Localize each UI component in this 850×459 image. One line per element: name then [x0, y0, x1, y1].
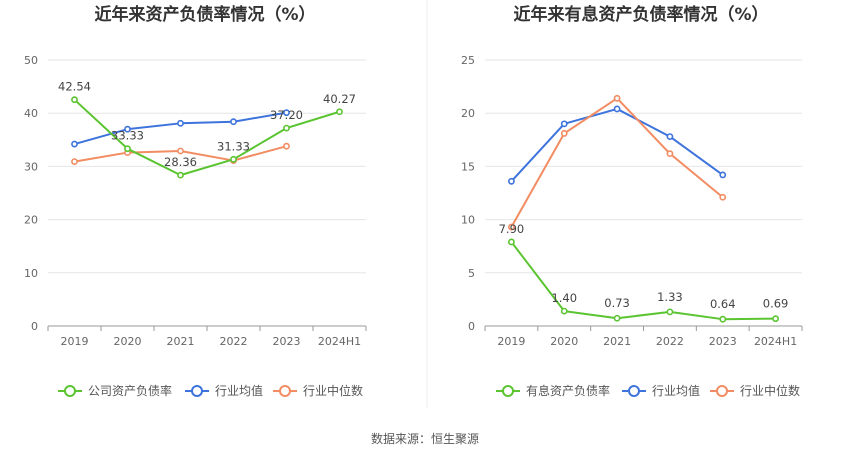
data-point	[230, 118, 237, 126]
y-tick-label: 50	[24, 54, 38, 67]
x-tick-label: 2021	[603, 335, 631, 348]
legend-label: 公司资产负债率	[88, 383, 172, 398]
x-tick-label: 2022	[656, 335, 684, 348]
data-point	[666, 308, 674, 316]
y-tick-label: 10	[24, 267, 38, 280]
data-label: 37.20	[270, 108, 303, 122]
x-tick-label: 2020	[114, 335, 142, 348]
y-tick-label: 0	[468, 320, 475, 333]
data-label: 40.27	[323, 92, 356, 106]
data-source-note: 数据来源：恒生聚源	[371, 431, 479, 446]
data-label: 0.69	[763, 297, 789, 311]
y-tick-label: 40	[24, 107, 38, 120]
data-label: 1.40	[551, 291, 577, 305]
y-tick-label: 0	[31, 320, 38, 333]
legend-label: 行业中位数	[303, 383, 363, 398]
data-point	[283, 109, 290, 117]
data-point	[666, 133, 674, 141]
data-point	[719, 315, 727, 323]
data-point	[71, 158, 78, 166]
x-tick-label: 2019	[61, 335, 89, 348]
x-tick-label: 2022	[220, 335, 248, 348]
legend-marker	[628, 385, 640, 397]
x-tick-label: 2021	[167, 335, 195, 348]
data-point	[560, 130, 568, 137]
data-point	[230, 155, 237, 163]
x-tick-label: 2024H1	[318, 335, 361, 348]
data-point	[508, 223, 515, 231]
data-point	[508, 177, 515, 185]
legend-marker	[191, 385, 203, 397]
data-point	[71, 96, 78, 104]
data-point	[613, 94, 621, 102]
legend-label: 行业均值	[652, 383, 700, 398]
legend-marker	[716, 385, 728, 397]
legend-label: 行业均值	[215, 383, 263, 398]
chart-title: 近年来有息资产负债率情况（%）	[513, 4, 768, 25]
data-point	[666, 150, 674, 158]
legend-label: 行业中位数	[740, 383, 800, 398]
legend-label: 有息资产负债率	[526, 383, 610, 398]
series-line	[73, 98, 340, 177]
data-point	[560, 307, 568, 315]
y-tick-label: 20	[461, 107, 475, 120]
y-tick-label: 5	[468, 267, 475, 280]
data-point	[613, 314, 621, 322]
y-tick-label: 10	[461, 214, 475, 227]
x-tick-label: 2020	[550, 335, 578, 348]
y-tick-label: 20	[24, 214, 38, 227]
series-line	[510, 241, 776, 321]
interest-bearing-debt-ratio-chart: 近年来有息资产负债率情况（%） 0 5 10 15 20 25 2019 2020 2021 20…	[461, 4, 803, 398]
legend-marker	[502, 385, 514, 397]
data-point	[719, 171, 727, 179]
chart-title: 近年来资产负债率情况（%）	[94, 4, 315, 25]
data-point	[124, 125, 131, 133]
data-point	[177, 147, 184, 155]
x-tick-label: 2024H1	[754, 335, 797, 348]
data-label: 1.33	[657, 290, 683, 304]
legend-marker	[279, 385, 291, 397]
data-point	[283, 142, 290, 150]
data-point	[177, 171, 184, 179]
data-point	[560, 120, 568, 128]
data-point	[772, 315, 779, 323]
data-point	[508, 238, 515, 246]
data-point	[124, 145, 131, 153]
data-label: 31.33	[217, 139, 250, 153]
legend-marker	[64, 385, 76, 397]
data-label: 0.64	[710, 297, 736, 311]
data-point	[336, 108, 343, 116]
y-tick-label: 25	[461, 54, 475, 67]
data-label: 28.36	[164, 155, 197, 169]
debt-ratio-chart: 近年来资产负债率情况（%） 0 10 20 30 40 50 2019 2020 2021 202…	[24, 4, 367, 398]
data-label: 42.54	[58, 80, 91, 94]
data-point	[719, 193, 727, 201]
y-tick-label: 30	[24, 160, 38, 173]
data-label: 33.33	[111, 129, 144, 143]
data-label: 7.90	[499, 222, 525, 236]
x-tick-label: 2019	[497, 335, 525, 348]
data-point	[613, 105, 621, 113]
data-point	[283, 124, 290, 132]
series-line	[510, 97, 724, 228]
data-point	[71, 140, 78, 148]
x-tick-label: 2023	[709, 335, 737, 348]
data-point	[177, 119, 184, 127]
data-label: 0.73	[604, 296, 630, 310]
y-tick-label: 15	[461, 160, 475, 173]
x-tick-label: 2023	[273, 335, 301, 348]
